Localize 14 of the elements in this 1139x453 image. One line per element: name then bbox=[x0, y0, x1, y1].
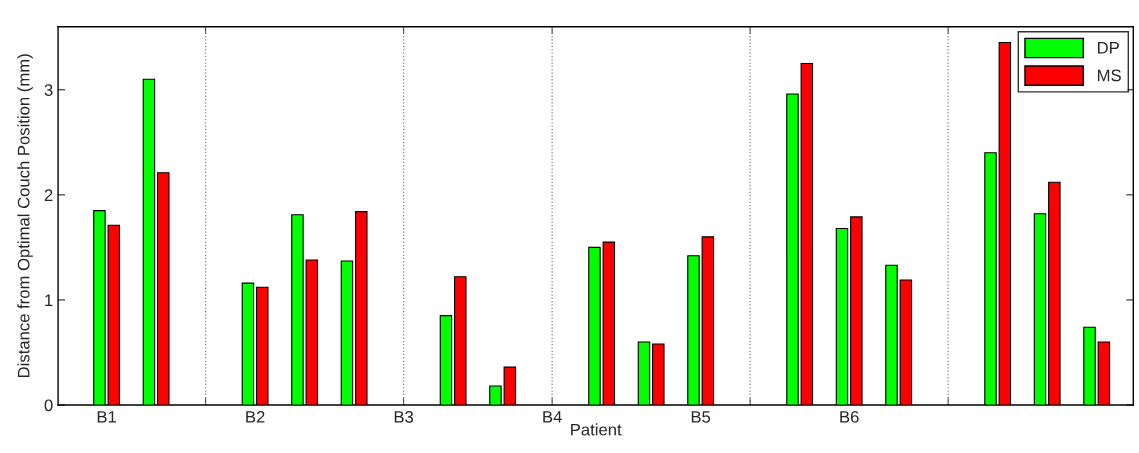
x-tick-label: B4 bbox=[543, 411, 562, 423]
legend-label: DP bbox=[1098, 42, 1119, 54]
x-tick-label: B3 bbox=[394, 410, 414, 423]
y-tick-label: 3 bbox=[44, 84, 53, 96]
x-tick-label: B5 bbox=[691, 411, 711, 423]
x-tick-label: B1 bbox=[97, 411, 116, 423]
y-axis-title: Distance from Optimal Couch Position (mm) bbox=[17, 54, 33, 378]
y-tick-label: 1 bbox=[45, 294, 53, 306]
x-tick-label: B6 bbox=[840, 410, 859, 423]
y-tick-label: 2 bbox=[44, 189, 53, 201]
legend-label: MS bbox=[1098, 69, 1121, 82]
x-tick-label: B2 bbox=[246, 410, 265, 423]
x-axis-title: Patient bbox=[571, 423, 622, 436]
y-tick-label: 0 bbox=[44, 399, 53, 412]
